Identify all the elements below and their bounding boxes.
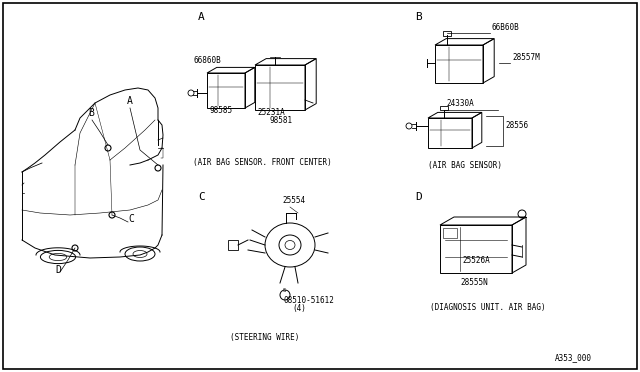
Text: 25231A: 25231A [257, 108, 285, 117]
Text: 25554: 25554 [282, 196, 305, 205]
Text: 66B60B: 66B60B [492, 23, 520, 32]
Text: 25526A: 25526A [462, 256, 490, 265]
Text: A: A [198, 12, 205, 22]
Text: A353_000: A353_000 [555, 353, 592, 362]
Text: 28556: 28556 [505, 121, 528, 130]
Bar [228, 240, 238, 250]
Text: 98585: 98585 [210, 106, 233, 115]
Text: D: D [55, 265, 61, 275]
Text: A: A [127, 96, 133, 106]
Text: S: S [282, 288, 285, 293]
Bar [443, 31, 451, 36]
Text: 28557M: 28557M [512, 53, 540, 62]
Text: (STEERING WIRE): (STEERING WIRE) [230, 333, 300, 342]
Text: 66860B: 66860B [193, 56, 221, 65]
Text: (DIAGNOSIS UNIT. AIR BAG): (DIAGNOSIS UNIT. AIR BAG) [430, 303, 546, 312]
Text: C: C [128, 214, 134, 224]
Bar [443, 228, 457, 238]
Text: 28555N: 28555N [460, 278, 488, 287]
Text: (AIR BAG SENSOR. FRONT CENTER): (AIR BAG SENSOR. FRONT CENTER) [193, 158, 332, 167]
Text: 24330A: 24330A [446, 99, 474, 108]
Text: C: C [198, 192, 205, 202]
Text: B: B [88, 108, 94, 118]
Text: (4): (4) [292, 304, 306, 313]
Text: B: B [415, 12, 422, 22]
Text: 08510-51612: 08510-51612 [284, 296, 335, 305]
Text: (AIR BAG SENSOR): (AIR BAG SENSOR) [428, 161, 502, 170]
Bar [440, 106, 448, 110]
Text: 98581: 98581 [269, 116, 292, 125]
Text: D: D [415, 192, 422, 202]
